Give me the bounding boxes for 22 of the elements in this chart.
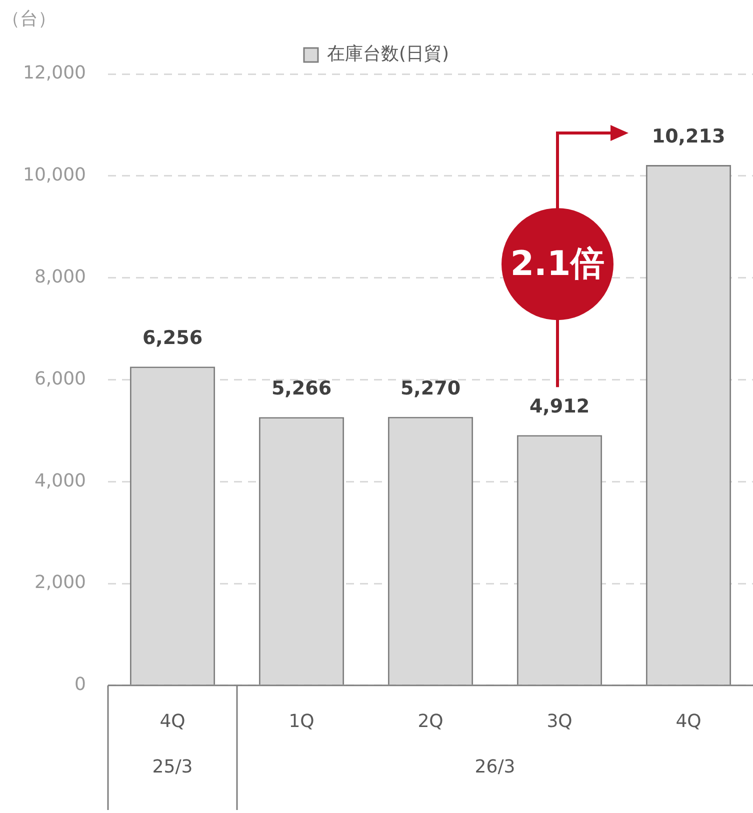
- data-label: 10,213: [652, 125, 726, 148]
- y-axis-title: （台）: [2, 8, 56, 30]
- y-tick-label: 6,000: [34, 368, 86, 390]
- data-label: 6,256: [142, 327, 203, 350]
- x-tick-label: 1Q: [288, 710, 314, 732]
- y-tick-label: 10,000: [23, 164, 86, 186]
- y-tick-label: 12,000: [23, 62, 86, 84]
- y-tick-label: 4,000: [34, 470, 86, 492]
- x-tick-label: 2Q: [418, 710, 444, 732]
- text: 25/3: [152, 756, 193, 778]
- data-label: 5,266: [271, 378, 332, 400]
- text: 26/3: [474, 756, 516, 778]
- legend-label: 在庫台数(日貿): [326, 44, 450, 65]
- data-label: 4,912: [529, 396, 590, 418]
- y-tick-label: 8,000: [34, 266, 86, 288]
- x-tick-label: 4Q: [676, 710, 702, 732]
- x-tick-label: 4Q: [160, 710, 186, 732]
- annotation: 2.1倍: [510, 244, 605, 284]
- x-tick-label: 3Q: [546, 710, 572, 732]
- y-tick-label: 2,000: [34, 572, 86, 594]
- y-tick-label: 0: [74, 674, 86, 696]
- data-label: 5,270: [400, 377, 461, 400]
